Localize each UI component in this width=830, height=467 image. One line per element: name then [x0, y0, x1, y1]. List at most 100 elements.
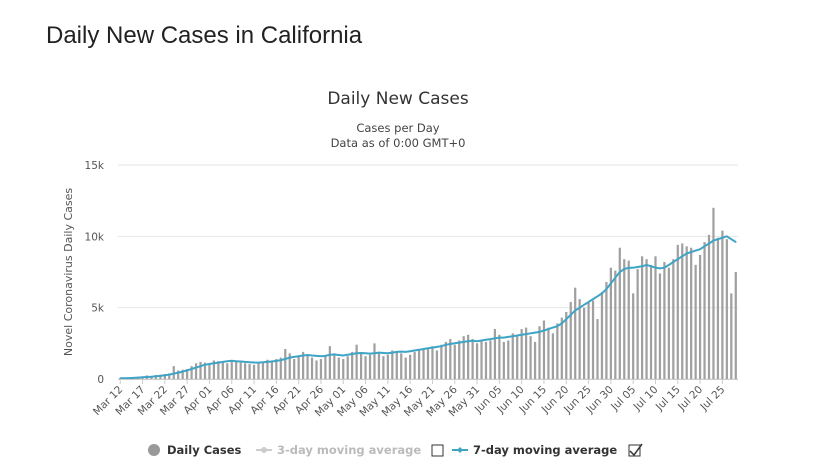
- daily-cases-bar[interactable]: [279, 357, 282, 379]
- seven-day-average-point[interactable]: [712, 239, 715, 242]
- daily-cases-bar[interactable]: [355, 344, 358, 379]
- daily-cases-bar[interactable]: [547, 327, 550, 379]
- daily-cases-bar[interactable]: [569, 301, 572, 379]
- daily-cases-bar[interactable]: [605, 281, 608, 379]
- daily-cases-bar[interactable]: [261, 361, 265, 379]
- seven-day-average-point[interactable]: [213, 362, 215, 365]
- seven-day-average-point[interactable]: [324, 355, 327, 357]
- daily-cases-bar[interactable]: [672, 259, 675, 379]
- daily-cases-bar[interactable]: [533, 341, 537, 379]
- daily-cases-bar[interactable]: [707, 234, 711, 379]
- daily-cases-bar[interactable]: [301, 351, 305, 379]
- daily-cases-bar[interactable]: [248, 364, 251, 379]
- seven-day-average-point[interactable]: [507, 336, 510, 338]
- daily-cases-bar[interactable]: [404, 357, 407, 379]
- daily-cases-bar[interactable]: [458, 340, 461, 379]
- seven-day-average-point[interactable]: [400, 350, 403, 353]
- seven-day-average-point[interactable]: [592, 298, 594, 300]
- daily-cases-bar[interactable]: [525, 327, 528, 379]
- daily-cases-bar[interactable]: [368, 354, 372, 379]
- daily-cases-bar[interactable]: [257, 363, 260, 379]
- daily-cases-bar[interactable]: [667, 267, 670, 379]
- daily-cases-bar[interactable]: [698, 254, 702, 379]
- seven-day-average-point[interactable]: [453, 342, 456, 345]
- seven-day-average-point[interactable]: [199, 365, 202, 367]
- seven-day-average-point[interactable]: [409, 350, 411, 352]
- seven-day-average-point[interactable]: [676, 258, 679, 260]
- seven-day-average-point[interactable]: [547, 328, 550, 330]
- daily-cases-bar[interactable]: [663, 262, 666, 379]
- daily-cases-bar[interactable]: [217, 361, 220, 379]
- seven-day-average-point[interactable]: [498, 336, 501, 339]
- daily-cases-bar[interactable]: [435, 350, 439, 379]
- seven-day-average-point[interactable]: [418, 348, 420, 351]
- seven-day-average-point[interactable]: [329, 353, 331, 356]
- seven-day-average-point[interactable]: [672, 261, 675, 263]
- daily-cases-bar[interactable]: [364, 356, 367, 379]
- daily-cases-bar[interactable]: [270, 360, 273, 379]
- daily-cases-bar[interactable]: [640, 256, 644, 379]
- daily-cases-bar[interactable]: [310, 357, 314, 379]
- daily-cases-bar[interactable]: [426, 347, 430, 379]
- seven-day-average-point[interactable]: [413, 349, 416, 352]
- seven-day-average-point[interactable]: [311, 354, 313, 357]
- daily-cases-bar[interactable]: [328, 346, 331, 379]
- seven-day-average-point[interactable]: [431, 346, 434, 349]
- daily-cases-bar[interactable]: [498, 334, 501, 379]
- seven-day-average-point[interactable]: [726, 235, 728, 238]
- seven-day-average-point[interactable]: [293, 356, 295, 358]
- seven-day-average-series[interactable]: [119, 235, 737, 380]
- seven-day-average-point[interactable]: [186, 369, 188, 372]
- seven-day-average-point[interactable]: [284, 358, 287, 360]
- daily-cases-bar[interactable]: [288, 353, 291, 379]
- daily-cases-bar[interactable]: [440, 344, 443, 379]
- seven-day-average-point[interactable]: [244, 361, 246, 363]
- seven-day-average-point[interactable]: [529, 332, 532, 335]
- seven-day-average-point[interactable]: [137, 376, 139, 379]
- seven-day-average-point[interactable]: [511, 335, 514, 338]
- daily-cases-bar[interactable]: [177, 370, 180, 379]
- daily-cases-bar[interactable]: [266, 359, 269, 379]
- daily-cases-bar[interactable]: [351, 351, 354, 379]
- seven-day-average-point[interactable]: [360, 352, 362, 354]
- seven-day-average-point[interactable]: [480, 339, 483, 342]
- daily-cases-bar[interactable]: [574, 287, 577, 379]
- daily-cases-bar[interactable]: [413, 351, 416, 379]
- daily-cases-bar[interactable]: [475, 343, 479, 379]
- seven-day-average-point[interactable]: [262, 361, 264, 364]
- daily-cases-bar[interactable]: [409, 354, 412, 379]
- seven-day-average-point[interactable]: [440, 345, 443, 347]
- seven-day-average-point[interactable]: [271, 360, 273, 363]
- daily-cases-bar[interactable]: [417, 350, 421, 379]
- seven-day-average-point[interactable]: [520, 333, 523, 336]
- daily-cases-bar[interactable]: [163, 374, 166, 379]
- seven-day-average-point[interactable]: [503, 336, 505, 339]
- daily-cases-bar[interactable]: [194, 363, 198, 379]
- daily-cases-bar[interactable]: [235, 361, 238, 379]
- seven-day-average-point[interactable]: [333, 353, 336, 356]
- seven-day-average-point[interactable]: [561, 322, 563, 325]
- legend-item-7-day-average[interactable]: 7-day moving average: [452, 443, 617, 457]
- daily-cases-bar[interactable]: [551, 333, 555, 379]
- daily-cases-bar[interactable]: [422, 349, 425, 379]
- daily-cases-bar[interactable]: [168, 373, 171, 379]
- seven-day-average-point[interactable]: [485, 338, 487, 341]
- daily-cases-bar[interactable]: [649, 264, 653, 379]
- daily-cases-bar[interactable]: [342, 359, 345, 379]
- daily-cases-bar[interactable]: [716, 237, 720, 379]
- daily-cases-bar[interactable]: [431, 346, 434, 379]
- seven-day-average-point[interactable]: [155, 375, 157, 378]
- seven-day-average-point[interactable]: [369, 352, 371, 355]
- seven-day-average-point[interactable]: [181, 370, 184, 373]
- daily-cases-bar[interactable]: [690, 247, 693, 379]
- seven-day-average-point[interactable]: [445, 343, 447, 346]
- daily-cases-bar[interactable]: [386, 354, 389, 379]
- seven-day-average-point[interactable]: [222, 361, 224, 363]
- daily-cases-bar[interactable]: [467, 334, 470, 379]
- legend-item-daily-cases[interactable]: Daily Cases: [148, 443, 242, 457]
- seven-day-average-point[interactable]: [618, 271, 621, 273]
- daily-cases-bars[interactable]: [119, 207, 737, 379]
- daily-cases-bar[interactable]: [297, 356, 300, 379]
- daily-cases-bar[interactable]: [507, 340, 510, 379]
- daily-cases-bar[interactable]: [725, 239, 728, 379]
